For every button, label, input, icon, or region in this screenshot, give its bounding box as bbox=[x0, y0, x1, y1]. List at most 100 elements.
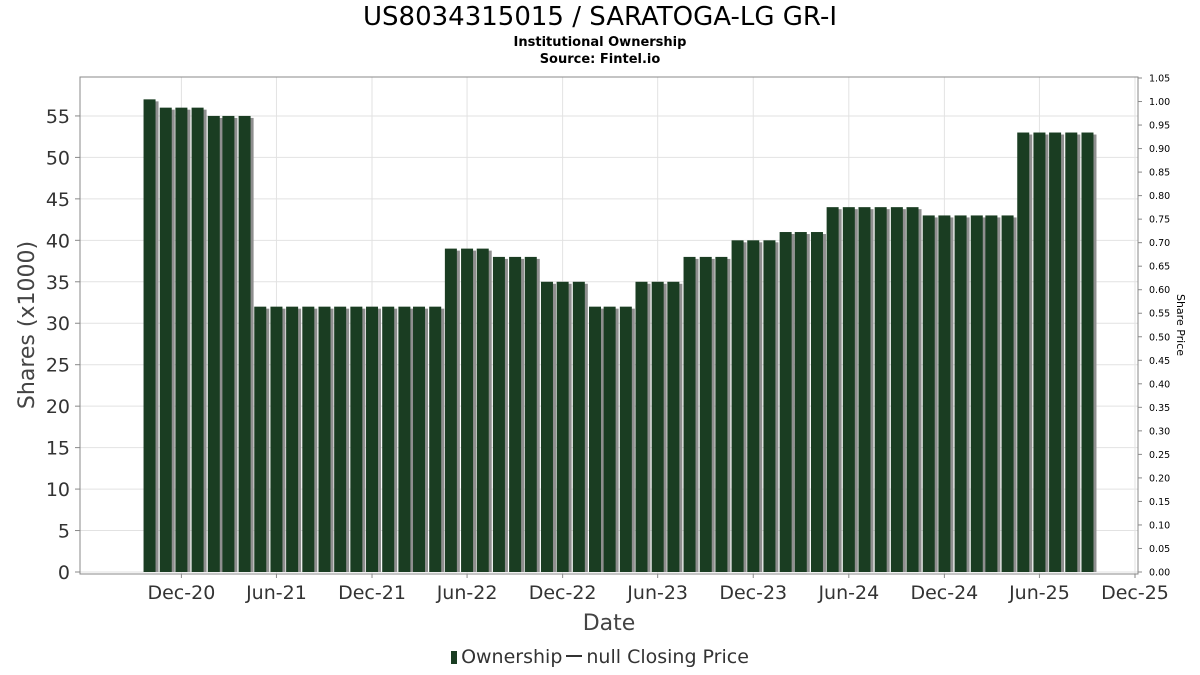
ownership-bar bbox=[826, 207, 839, 573]
ownership-bar bbox=[985, 215, 998, 572]
ownership-bar bbox=[1017, 132, 1030, 573]
y2-tick-label: 1.05 bbox=[1149, 74, 1170, 85]
ownership-bar bbox=[238, 115, 251, 572]
y2-tick-label: 0.60 bbox=[1149, 285, 1170, 296]
ownership-bar bbox=[398, 306, 411, 572]
ownership-bar bbox=[1065, 132, 1078, 573]
y2-tick-label: 0.10 bbox=[1149, 520, 1170, 531]
ownership-bar bbox=[286, 306, 299, 572]
x-axis-label: Date bbox=[583, 611, 636, 636]
ownership-bar bbox=[715, 256, 728, 572]
ownership-bar bbox=[556, 281, 569, 572]
ownership-bar bbox=[476, 248, 489, 572]
x-tick-label: Jun-23 bbox=[626, 582, 688, 604]
ownership-bar bbox=[699, 256, 712, 572]
ownership-bar bbox=[842, 207, 855, 573]
y-tick-label: 45 bbox=[46, 189, 70, 211]
y-tick-label: 30 bbox=[46, 313, 70, 335]
y2-tick-label: 0.85 bbox=[1149, 168, 1170, 179]
ownership-bar bbox=[318, 306, 331, 572]
y2-tick-label: 0.30 bbox=[1149, 426, 1170, 437]
legend-ownership-label: Ownership bbox=[461, 646, 563, 668]
ownership-bar bbox=[970, 215, 983, 572]
y-tick-label: 0 bbox=[58, 562, 70, 584]
y2-tick-label: 0.25 bbox=[1149, 450, 1170, 461]
ownership-bar bbox=[429, 306, 442, 572]
ownership-bar bbox=[954, 215, 967, 572]
ownership-legend-swatch bbox=[451, 651, 458, 664]
ownership-bar bbox=[540, 281, 553, 572]
y-tick-label: 25 bbox=[46, 355, 70, 377]
ownership-bar bbox=[143, 99, 156, 572]
y2-tick-label: 0.55 bbox=[1149, 309, 1170, 320]
y-tick-label: 5 bbox=[58, 521, 70, 543]
y-axis-label: Shares (x1000) bbox=[15, 241, 40, 409]
ownership-bar bbox=[810, 232, 823, 572]
ownership-bar bbox=[413, 306, 426, 572]
ownership-bar bbox=[334, 306, 347, 572]
ownership-bar bbox=[858, 207, 871, 573]
chart-source: Source: Fintel.io bbox=[539, 52, 661, 67]
x-axis-ticks: Dec-20 Jun-21 Dec-21 Jun-22 Dec-22 Jun-23 Dec-… bbox=[147, 574, 1169, 604]
y2-tick-label: 0.20 bbox=[1149, 473, 1170, 484]
ownership-bar bbox=[1049, 132, 1062, 573]
ownership-bar bbox=[175, 107, 188, 572]
axes-layer bbox=[79, 76, 1139, 575]
chart-title: US8034315015 / SARATOGA-LG GR-I bbox=[363, 2, 837, 32]
x-tick-label: Dec-24 bbox=[910, 582, 978, 604]
ownership-bar bbox=[938, 215, 951, 572]
ownership-bar bbox=[683, 256, 696, 572]
x-tick-label: Dec-23 bbox=[719, 582, 787, 604]
y2-tick-label: 0.40 bbox=[1149, 379, 1170, 390]
ownership-bar bbox=[222, 115, 235, 572]
ownership-bar bbox=[302, 306, 315, 572]
ownership-bar bbox=[667, 281, 680, 572]
y2-tick-label: 0.00 bbox=[1149, 568, 1170, 579]
y-tick-label: 10 bbox=[46, 479, 70, 501]
ownership-bar bbox=[524, 256, 537, 572]
y-tick-label: 55 bbox=[46, 106, 70, 128]
ownership-bar bbox=[382, 306, 395, 572]
ownership-bar bbox=[731, 240, 744, 572]
ownership-bar bbox=[922, 215, 935, 572]
y2-tick-label: 0.95 bbox=[1149, 121, 1170, 132]
ownership-bar bbox=[589, 306, 602, 572]
y-tick-label: 40 bbox=[46, 230, 70, 252]
y-tick-label: 35 bbox=[46, 272, 70, 294]
legend-price-label: null Closing Price bbox=[586, 646, 749, 668]
plot-frame bbox=[79, 76, 1139, 575]
ownership-bar bbox=[651, 281, 664, 572]
ownership-bar bbox=[747, 240, 760, 572]
y-tick-label: 15 bbox=[46, 438, 70, 460]
ownership-bar bbox=[191, 107, 204, 572]
x-tick-label: Dec-22 bbox=[529, 582, 597, 604]
y2-tick-label: 0.15 bbox=[1149, 497, 1170, 508]
y2-tick-label: 0.75 bbox=[1149, 215, 1170, 226]
ownership-bar bbox=[159, 107, 172, 572]
y2-tick-label: 0.35 bbox=[1149, 403, 1170, 414]
ownership-bar bbox=[572, 281, 585, 572]
ownership-bar bbox=[444, 248, 457, 572]
y-tick-label: 20 bbox=[46, 396, 70, 418]
ownership-bar bbox=[1033, 132, 1046, 573]
ownership-bar bbox=[270, 306, 283, 572]
y2-axis-label: Share Price bbox=[1174, 294, 1187, 356]
ownership-bar bbox=[635, 281, 648, 572]
y2-tick-label: 0.05 bbox=[1149, 544, 1170, 555]
y-axis-ticks: 0 5 10 15 20 25 30 35 40 45 50 55 bbox=[46, 106, 80, 584]
ownership-bar bbox=[779, 232, 792, 572]
ownership-bar bbox=[794, 232, 807, 572]
ownership-bar bbox=[874, 207, 887, 573]
x-tick-label: Jun-21 bbox=[245, 582, 307, 604]
ownership-bar bbox=[1081, 132, 1094, 573]
y2-tick-label: 0.70 bbox=[1149, 238, 1170, 249]
ownership-bar bbox=[461, 248, 474, 572]
x-tick-label: Dec-21 bbox=[338, 582, 406, 604]
ownership-bar bbox=[509, 256, 522, 572]
ownership-bar bbox=[890, 207, 903, 573]
ownership-bar bbox=[763, 240, 776, 572]
ownership-bar bbox=[207, 115, 220, 572]
ownership-bar bbox=[350, 306, 363, 572]
bars-layer bbox=[143, 99, 1097, 573]
